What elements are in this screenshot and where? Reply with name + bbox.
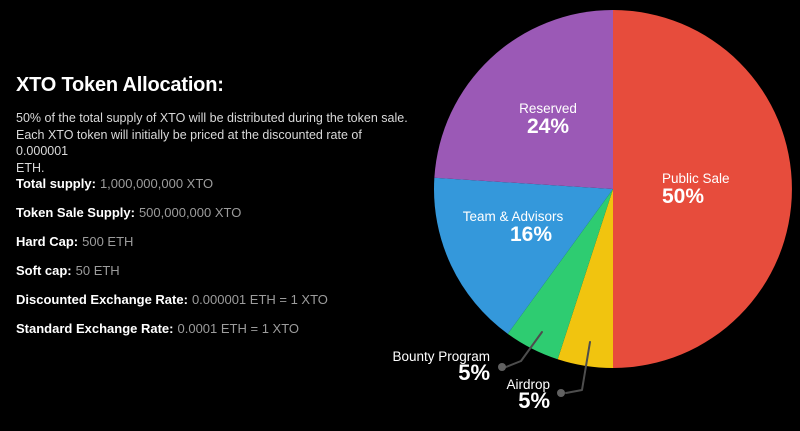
leader-line-airdrop [565, 341, 591, 394]
leader-lines [498, 331, 591, 397]
stat-label: Hard Cap: [16, 234, 79, 249]
pie-slice-bounty-program [507, 189, 613, 360]
pie-slice-team-advisors [434, 177, 613, 334]
pie-label-percent: 50% [662, 185, 705, 208]
pie-label-name: Airdrop [506, 377, 550, 392]
pie-label-percent: 5% [518, 388, 550, 413]
stat-value: 50 ETH [75, 263, 120, 278]
stat-value: 500,000,000 XTO [138, 205, 242, 220]
pie-label-percent: 24% [526, 115, 570, 138]
pie-label-percent: 16% [509, 223, 553, 246]
stat-row-discounted-rate: Discounted Exchange Rate: 0.000001 ETH = … [16, 292, 408, 308]
pie-label-team-advisors: Team & Advisors 16% [453, 209, 573, 246]
pie-label-name: Reserved [519, 101, 577, 116]
stat-value: 1,000,000,000 XTO [99, 176, 214, 191]
stat-row-hard-cap: Hard Cap: 500 ETH [16, 234, 408, 250]
stat-row-soft-cap: Soft cap: 50 ETH [16, 263, 408, 279]
pie-label-bounty-program: Bounty Program 5% [372, 349, 490, 385]
stat-label: Soft cap: [16, 263, 72, 278]
pie-slice-public-sale [613, 10, 792, 368]
stat-value: 0.000001 ETH = 1 XTO [191, 292, 328, 307]
intro-text: 50% of the total supply of XTO will be d… [16, 111, 408, 175]
stat-label: Total supply: [16, 176, 96, 191]
stat-row-standard-rate: Standard Exchange Rate: 0.0001 ETH = 1 XT… [16, 321, 408, 337]
pie-slice-reserved [434, 10, 613, 189]
pie-slices [434, 10, 792, 368]
stat-row-total-supply: Total supply: 1,000,000,000 XTO [16, 176, 408, 192]
pie-label-percent: 5% [458, 360, 490, 385]
stat-label: Discounted Exchange Rate: [16, 292, 188, 307]
pie-label-name: Public Sale [662, 171, 730, 186]
pie-slice-airdrop [557, 189, 613, 368]
leader-dot-airdrop [557, 389, 565, 397]
pie-label-name: Bounty Program [392, 349, 490, 364]
pie-label-name: Team & Advisors [462, 209, 564, 224]
pie-label-airdrop: Airdrop 5% [432, 377, 550, 413]
stat-value: 500 ETH [82, 234, 134, 249]
section-title: XTO Token Allocation: [16, 74, 224, 96]
leader-dot-bounty [498, 363, 506, 371]
pie-label-public-sale: Public Sale 50% [662, 171, 730, 208]
leader-line-bounty [505, 331, 543, 368]
stat-label: Standard Exchange Rate: [16, 321, 174, 336]
pie-label-reserved: Reserved 24% [488, 101, 608, 138]
stat-row-token-sale-supply: Token Sale Supply: 500,000,000 XTO [16, 205, 408, 221]
stat-value: 0.0001 ETH = 1 XTO [177, 321, 300, 336]
stat-label: Token Sale Supply: [16, 205, 135, 220]
stats-list: Total supply: 1,000,000,000 XTO Token Sal… [16, 176, 408, 350]
